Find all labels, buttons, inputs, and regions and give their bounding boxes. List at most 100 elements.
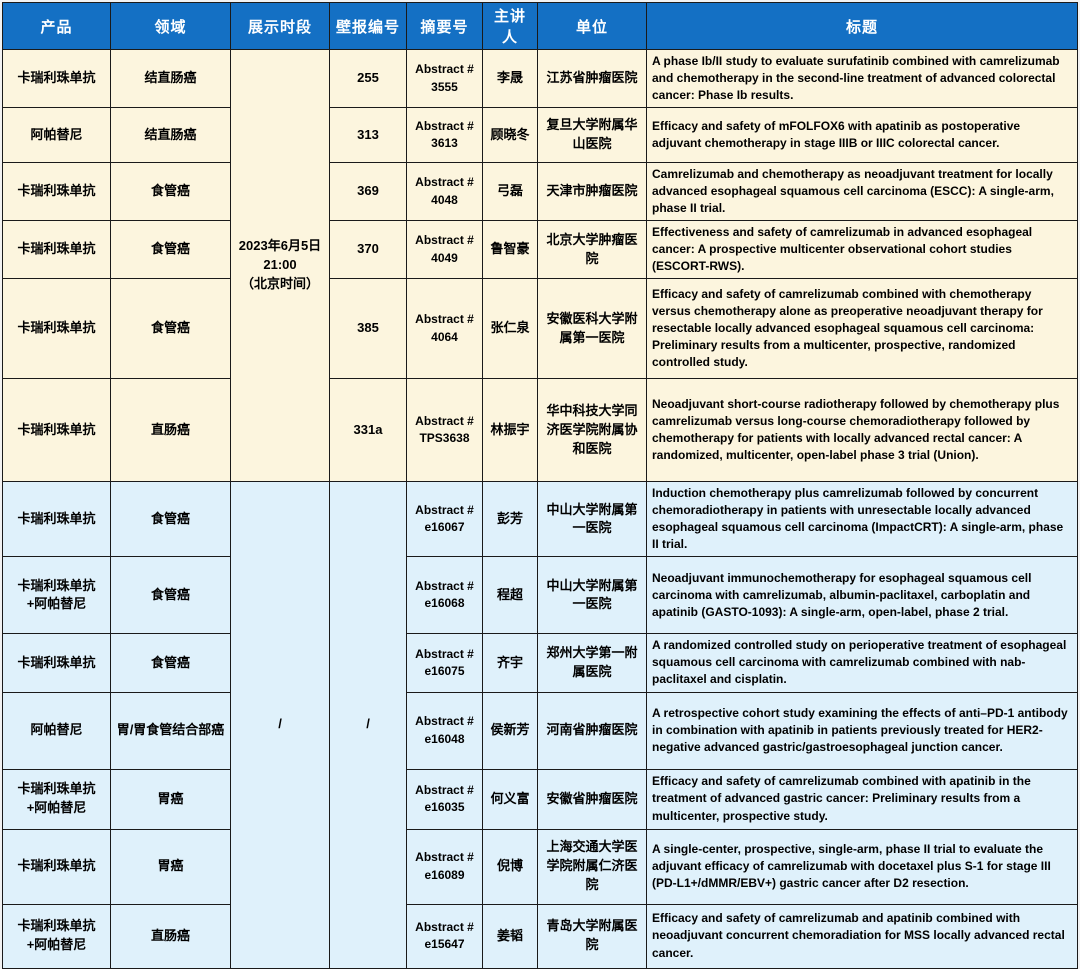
cell-institution: 中山大学附属第一医院 xyxy=(537,481,647,558)
cell-title: Efficacy and safety of mFOLFOX6 with apa… xyxy=(646,107,1078,164)
cell-product: 卡瑞利珠单抗 xyxy=(2,162,111,222)
header-poster-no: 壁报编号 xyxy=(329,2,407,50)
cell-field: 食管癌 xyxy=(110,278,231,380)
cell-speaker: 倪博 xyxy=(482,828,538,905)
cell-poster-no: 313 xyxy=(329,107,407,164)
cell-field: 直肠癌 xyxy=(110,378,231,483)
cell-title: Efficacy and safety of camrelizumab comb… xyxy=(646,278,1078,380)
cell-title: Neoadjuvant immunochemotherapy for esoph… xyxy=(646,556,1078,635)
cell-product: 卡瑞利珠单抗 xyxy=(2,633,111,693)
table-row: 卡瑞利珠单抗 食管癌 369 Abstract # 4048 弓磊 天津市肿瘤医… xyxy=(2,162,1078,222)
table-row: 卡瑞利珠单抗 食管癌 385 Abstract # 4064 张仁泉 安徽医科大… xyxy=(2,278,1078,380)
cell-institution: 青岛大学附属医院 xyxy=(537,903,647,969)
cell-poster-no: 331a xyxy=(329,378,407,483)
header-title: 标题 xyxy=(646,2,1078,50)
cell-institution: 江苏省肿瘤医院 xyxy=(537,48,647,109)
cell-speaker: 何义富 xyxy=(482,768,538,830)
cell-abstract-no: Abstract # 4048 xyxy=(406,162,483,222)
cell-field: 食管癌 xyxy=(110,481,231,558)
cell-field: 食管癌 xyxy=(110,162,231,222)
cell-institution: 华中科技大学同济医学院附属协和医院 xyxy=(537,378,647,483)
cell-product: 卡瑞利珠单抗 xyxy=(2,48,111,109)
cell-product: 卡瑞利珠单抗 xyxy=(2,220,111,280)
cell-abstract-no: Abstract # e16075 xyxy=(406,633,483,693)
cell-abstract-no: Abstract # 3555 xyxy=(406,48,483,109)
cell-institution: 复旦大学附属华山医院 xyxy=(537,107,647,164)
cell-abstract-no: Abstract # e16067 xyxy=(406,481,483,558)
header-timeslot: 展示时段 xyxy=(230,2,330,50)
cell-speaker: 姜韬 xyxy=(482,903,538,969)
cell-field: 胃/胃食管结合部癌 xyxy=(110,691,231,770)
cell-title: Neoadjuvant short-course radiotherapy fo… xyxy=(646,378,1078,483)
cell-field: 结直肠癌 xyxy=(110,107,231,164)
cell-field: 食管癌 xyxy=(110,556,231,635)
table-row: 卡瑞利珠单抗 食管癌 / / Abstract # e16067 彭芳 中山大学… xyxy=(2,481,1078,969)
cell-abstract-no: Abstract # e15647 xyxy=(406,903,483,969)
header-product: 产品 xyxy=(2,2,111,50)
table-header: 产品 领域 展示时段 壁报编号 摘要号 主讲人 单位 标题 xyxy=(2,2,1078,50)
cell-title: A randomized controlled study on periope… xyxy=(646,633,1078,693)
header-field: 领域 xyxy=(110,2,231,50)
header-institution: 单位 xyxy=(537,2,647,50)
table-row: 阿帕替尼 胃/胃食管结合部癌 Abstract # e16048 侯新芳 河南省… xyxy=(2,691,1078,770)
table-row: 卡瑞利珠单抗 +阿帕替尼 胃癌 Abstract # e16035 何义富 安徽… xyxy=(2,768,1078,830)
cell-speaker: 齐宇 xyxy=(482,633,538,693)
cell-poster-no: 385 xyxy=(329,278,407,380)
table-row: 卡瑞利珠单抗 食管癌 Abstract # e16075 齐宇 郑州大学第一附属… xyxy=(2,633,1078,693)
cell-field: 食管癌 xyxy=(110,220,231,280)
cell-institution: 郑州大学第一附属医院 xyxy=(537,633,647,693)
cell-speaker: 弓磊 xyxy=(482,162,538,222)
cell-title: A retrospective cohort study examining t… xyxy=(646,691,1078,770)
cell-field: 食管癌 xyxy=(110,633,231,693)
cell-product: 卡瑞利珠单抗 +阿帕替尼 xyxy=(2,903,111,969)
cell-poster-no: 369 xyxy=(329,162,407,222)
cell-speaker: 李晟 xyxy=(482,48,538,109)
cell-institution: 北京大学肿瘤医院 xyxy=(537,220,647,280)
table-row: 卡瑞利珠单抗 食管癌 370 Abstract # 4049 鲁智豪 北京大学肿… xyxy=(2,220,1078,280)
section-eposter: 卡瑞利珠单抗 食管癌 / / Abstract # e16067 彭芳 中山大学… xyxy=(2,481,1078,969)
cell-abstract-no: Abstract # 4064 xyxy=(406,278,483,380)
table-row: 阿帕替尼 结直肠癌 313 Abstract # 3613 顾晓冬 复旦大学附属… xyxy=(2,107,1078,164)
cell-abstract-no: Abstract # 4049 xyxy=(406,220,483,280)
cell-speaker: 顾晓冬 xyxy=(482,107,538,164)
cell-speaker: 张仁泉 xyxy=(482,278,538,380)
cell-title: Induction chemotherapy plus camrelizumab… xyxy=(646,481,1078,558)
cell-timeslot: 2023年6月5日 21:00 （北京时间） xyxy=(230,48,330,483)
cell-product: 卡瑞利珠单抗 xyxy=(2,378,111,483)
cell-field: 胃癌 xyxy=(110,768,231,830)
cell-title: A phase Ib/II study to evaluate surufati… xyxy=(646,48,1078,109)
cell-poster-no: 255 xyxy=(329,48,407,109)
cell-institution: 上海交通大学医学院附属仁济医院 xyxy=(537,828,647,905)
cell-abstract-no: Abstract # e16089 xyxy=(406,828,483,905)
header-abstract-no: 摘要号 xyxy=(406,2,483,50)
table-row: 卡瑞利珠单抗 胃癌 Abstract # e16089 倪博 上海交通大学医学院… xyxy=(2,828,1078,905)
cell-field: 直肠癌 xyxy=(110,903,231,969)
cell-product: 卡瑞利珠单抗 +阿帕替尼 xyxy=(2,556,111,635)
cell-product: 卡瑞利珠单抗 xyxy=(2,828,111,905)
cell-institution: 河南省肿瘤医院 xyxy=(537,691,647,770)
cell-title: Camrelizumab and chemotherapy as neoadju… xyxy=(646,162,1078,222)
cell-poster-no: / xyxy=(329,481,407,969)
cell-abstract-no: Abstract # e16048 xyxy=(406,691,483,770)
table-row: 卡瑞利珠单抗 +阿帕替尼 食管癌 Abstract # e16068 程超 中山… xyxy=(2,556,1078,635)
cell-abstract-no: Abstract # e16068 xyxy=(406,556,483,635)
cell-title: Efficacy and safety of camrelizumab comb… xyxy=(646,768,1078,830)
table-row: 卡瑞利珠单抗 结直肠癌 2023年6月5日 21:00 （北京时间） 255 A… xyxy=(2,48,1078,483)
cell-product: 阿帕替尼 xyxy=(2,107,111,164)
cell-title: Efficacy and safety of camrelizumab and … xyxy=(646,903,1078,969)
cell-title: Effectiveness and safety of camrelizumab… xyxy=(646,220,1078,280)
cell-speaker: 彭芳 xyxy=(482,481,538,558)
cell-speaker: 鲁智豪 xyxy=(482,220,538,280)
cell-title: A single-center, prospective, single-arm… xyxy=(646,828,1078,905)
cell-field: 胃癌 xyxy=(110,828,231,905)
cell-institution: 安徽省肿瘤医院 xyxy=(537,768,647,830)
cell-speaker: 林振宇 xyxy=(482,378,538,483)
cell-institution: 安徽医科大学附属第一医院 xyxy=(537,278,647,380)
cell-product: 卡瑞利珠单抗 xyxy=(2,481,111,558)
cell-product: 卡瑞利珠单抗 +阿帕替尼 xyxy=(2,768,111,830)
cell-product: 阿帕替尼 xyxy=(2,691,111,770)
cell-abstract-no: Abstract # TPS3638 xyxy=(406,378,483,483)
cell-abstract-no: Abstract # e16035 xyxy=(406,768,483,830)
header-speaker: 主讲人 xyxy=(482,2,538,50)
